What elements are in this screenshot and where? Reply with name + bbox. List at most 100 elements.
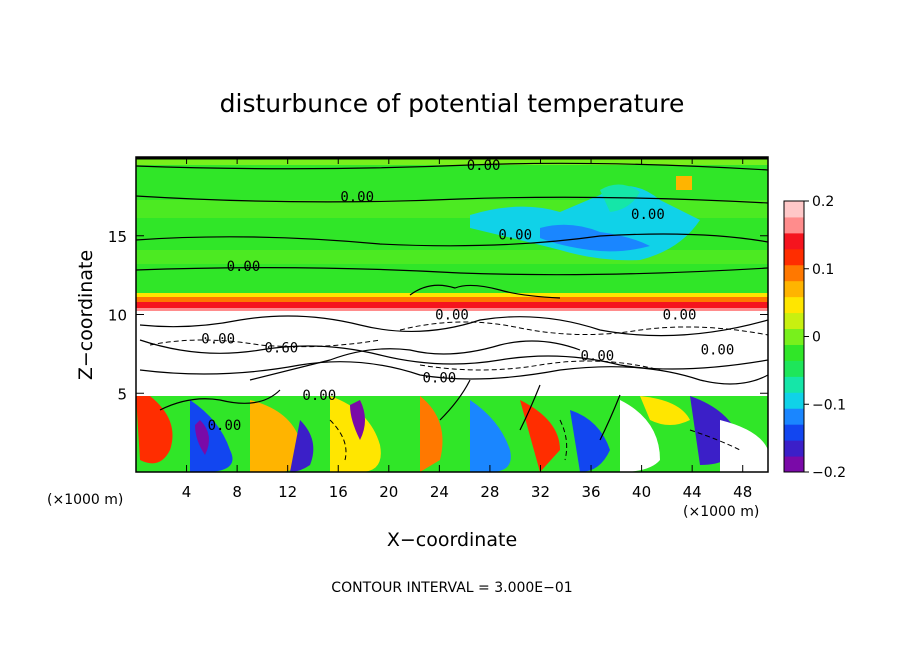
colorbar-tick-label: −0.2 bbox=[812, 465, 846, 481]
colorbar-cell bbox=[784, 376, 804, 393]
colorbar-cell bbox=[784, 201, 804, 218]
field-anomaly-warm bbox=[676, 176, 692, 190]
contour-line bbox=[159, 389, 281, 411]
field-eddy-warm bbox=[136, 396, 173, 464]
field-band-inversion bbox=[136, 302, 768, 308]
colorbar-cells bbox=[784, 201, 804, 473]
contour-line bbox=[136, 162, 768, 171]
x-axis-label: X−coordinate bbox=[387, 529, 517, 551]
colorbar-cell bbox=[784, 216, 804, 234]
contour-interval-note: CONTOUR INTERVAL = 3.000E−01 bbox=[331, 580, 572, 596]
x-tick-label: 16 bbox=[329, 483, 348, 501]
x-tick-label: 48 bbox=[733, 483, 752, 501]
colorbar-cell bbox=[784, 296, 804, 314]
field-eddy-calm bbox=[720, 420, 768, 472]
field-eddy-cold bbox=[350, 400, 365, 440]
temperature-field bbox=[136, 157, 768, 472]
colorbar-tick-label: 0 bbox=[812, 330, 821, 346]
colorbar-cell bbox=[784, 392, 804, 409]
colorbar-tick-label: 0.1 bbox=[812, 262, 834, 278]
colorbar-tick-label: −0.1 bbox=[812, 397, 846, 413]
field-eddy-cold bbox=[470, 400, 511, 472]
contour-label: 0.00 bbox=[581, 349, 615, 365]
field-eddy-cold bbox=[290, 420, 314, 472]
contour-lines-negative bbox=[149, 321, 768, 461]
contour-labels: 0.00 0.00 0.00 0.00 0.00 0.00 0.00 0.00 0.60 0.00… bbox=[201, 158, 734, 434]
colorbar-cell bbox=[784, 264, 804, 282]
field-band-inversion bbox=[136, 293, 768, 297]
x-tick-label: 8 bbox=[232, 483, 242, 501]
contour-label: 0.60 bbox=[265, 341, 299, 357]
x-unit-label: (×1000 m) bbox=[683, 504, 759, 520]
contour-line bbox=[409, 284, 561, 299]
contour-line bbox=[136, 267, 768, 276]
contour-label: 0.00 bbox=[208, 418, 242, 434]
contour-label: 0.00 bbox=[701, 342, 735, 358]
x-tick-label: 32 bbox=[531, 483, 550, 501]
contour-label: 0.00 bbox=[631, 207, 665, 223]
x-axis-ticks: 4 8 12 16 20 24 28 32 36 40 44 48 bbox=[182, 157, 752, 501]
contour-label: 0.00 bbox=[435, 308, 469, 324]
x-tick-label: 12 bbox=[278, 483, 297, 501]
y-axis-label: Z−coordinate bbox=[75, 250, 97, 380]
field-eddy-calm bbox=[620, 400, 660, 472]
x-tick-label: 28 bbox=[480, 483, 499, 501]
chart-title: disturbunce of potential temperature bbox=[220, 89, 685, 118]
contour-line bbox=[139, 315, 768, 337]
contour-line-dashed bbox=[149, 339, 381, 348]
colorbar-ticks: 0.2 0.1 0 −0.1 −0.2 bbox=[804, 194, 846, 481]
field-eddy-warm bbox=[420, 396, 443, 472]
field-eddy-cold bbox=[570, 410, 610, 472]
field-eddy-cold bbox=[195, 420, 209, 455]
field-eddy-warm bbox=[640, 396, 690, 425]
colorbar-cell bbox=[784, 360, 804, 377]
x-tick-label: 4 bbox=[182, 483, 192, 501]
contour-line-dashed bbox=[419, 360, 661, 371]
x-tick-label: 44 bbox=[683, 483, 702, 501]
field-eddy-warm bbox=[250, 400, 303, 472]
colorbar: 0.2 0.1 0 −0.1 −0.2 bbox=[783, 194, 846, 481]
z-unit-label: (×1000 m) bbox=[47, 492, 123, 508]
y-tick-label: 5 bbox=[117, 385, 127, 403]
field-eddy-cold bbox=[190, 400, 233, 472]
colorbar-cell bbox=[784, 248, 804, 266]
contour-label: 0.00 bbox=[423, 371, 457, 387]
field-band-inversion bbox=[136, 297, 768, 302]
y-tick-label: 10 bbox=[108, 307, 127, 325]
colorbar-cell bbox=[784, 456, 804, 473]
contour-line-dashed bbox=[329, 419, 741, 461]
contour-line bbox=[136, 195, 768, 204]
field-anomaly-cool bbox=[470, 186, 700, 261]
colorbar-cell bbox=[784, 232, 804, 250]
contour-line-dashed bbox=[399, 321, 768, 336]
contour-label: 0.00 bbox=[498, 227, 532, 243]
contour-line bbox=[136, 233, 768, 247]
contour-line bbox=[139, 361, 768, 385]
x-tick-label: 24 bbox=[430, 483, 449, 501]
x-tick-label: 20 bbox=[379, 483, 398, 501]
colorbar-cell bbox=[784, 280, 804, 298]
contour-label: 0.00 bbox=[663, 308, 697, 324]
colorbar-cell bbox=[784, 424, 804, 441]
contour-line bbox=[439, 379, 621, 441]
colorbar-cell bbox=[784, 440, 804, 457]
field-eddy-warm bbox=[520, 400, 560, 472]
field-anomaly-cool bbox=[540, 224, 650, 252]
colorbar-cell bbox=[784, 328, 804, 345]
field-band-top bbox=[136, 157, 768, 165]
contour-label: 0.00 bbox=[302, 388, 336, 404]
contour-lines bbox=[136, 162, 768, 441]
plot-area: 0.00 0.00 0.00 0.00 0.00 0.00 0.00 0.00 0.60 0.00… bbox=[108, 156, 769, 501]
y-axis-ticks: 5 10 15 bbox=[108, 228, 768, 403]
field-eddy-warm bbox=[330, 396, 381, 472]
contour-label: 0.00 bbox=[340, 190, 374, 206]
colorbar-tick-label: 0.2 bbox=[812, 194, 834, 210]
x-tick-label: 36 bbox=[581, 483, 600, 501]
colorbar-cell bbox=[784, 312, 804, 330]
contour-line bbox=[249, 340, 581, 381]
colorbar-cell bbox=[784, 344, 804, 361]
contour-label: 0.00 bbox=[467, 158, 501, 174]
x-tick-label: 40 bbox=[632, 483, 651, 501]
y-tick-label: 15 bbox=[108, 228, 127, 246]
